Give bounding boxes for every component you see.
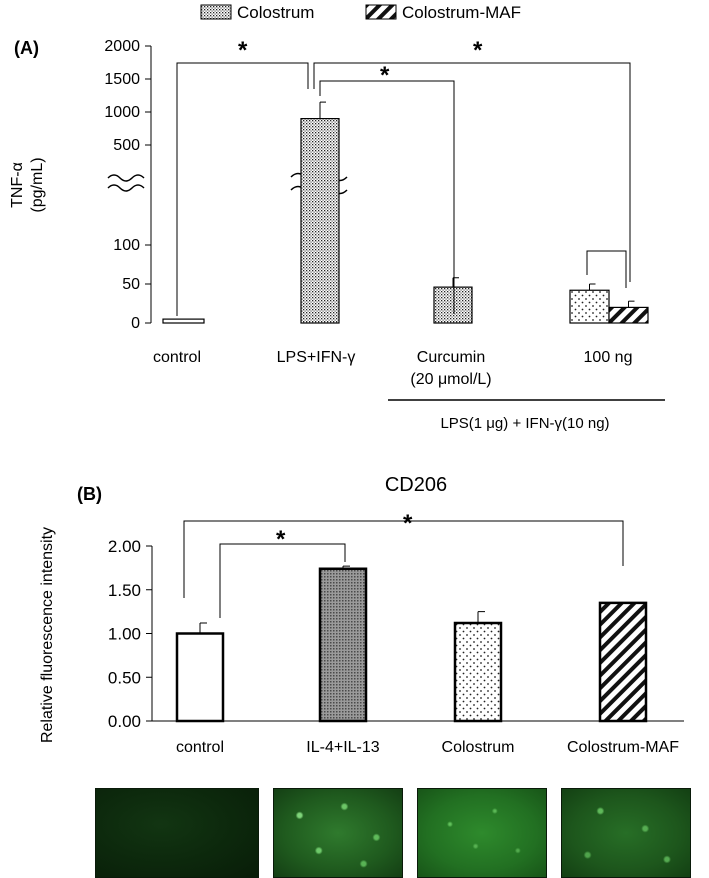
cat-b-label: control	[176, 739, 224, 756]
y-tick-label: 2.00	[108, 537, 141, 556]
sig-star-3: *	[380, 62, 390, 89]
panel-a-categories: control LPS+IFN-γ Curcumin (20 μmol/L) 1…	[153, 349, 665, 432]
sig-star-2: *	[473, 37, 483, 64]
bar-a-lps-ifn-	[300, 117, 340, 324]
bar-b-colostrum-maf	[598, 601, 648, 723]
panel-b-ylabel: Relative fluorescence intensity	[39, 527, 56, 743]
legend-label-colostrum-maf: Colostrum-MAF	[402, 3, 521, 22]
sig-star-b2: *	[276, 526, 286, 553]
panel-a-ylabel-line2: (pg/mL)	[29, 157, 46, 212]
sig-bracket-lps-curcumin	[319, 80, 455, 314]
sig-bracket-control-maf	[183, 520, 624, 598]
y-tick-label: 500	[113, 137, 140, 154]
cat-b-label: IL-4+IL-13	[306, 739, 379, 756]
panel-b-y-ticks: 0.00 0.50 1.00 1.50 2.00	[108, 537, 152, 731]
panel-a-bars	[162, 101, 649, 324]
y-tick-label: 2000	[104, 38, 140, 55]
bar-a-colostrum	[569, 289, 610, 324]
bar-a-curcumin	[433, 286, 473, 324]
panel-a: (A) TNF-α (pg/mL) 050100500100015002000 …	[9, 37, 665, 432]
group-label: LPS(1 μg) + IFN-γ(10 ng)	[440, 415, 609, 432]
legend-swatch-colostrum	[200, 4, 232, 20]
panel-b-bars	[175, 565, 648, 723]
bar-a-control	[162, 318, 205, 324]
legend: Colostrum Colostrum-MAF	[200, 3, 521, 22]
y-tick-label: 50	[122, 276, 140, 293]
cat-b-label: Colostrum-MAF	[567, 739, 679, 756]
bar-a-colostrum-maf	[608, 306, 649, 324]
y-tick-label: 1.00	[108, 625, 141, 644]
legend-swatch-colostrum-maf	[365, 4, 397, 20]
cat-b-label: Colostrum	[442, 739, 515, 756]
micrograph-control	[95, 788, 259, 878]
cat-a-control: control	[153, 349, 201, 366]
sig-star-b1: *	[403, 510, 413, 537]
y-tick-label: 1000	[104, 104, 140, 121]
y-tick-label: 0.00	[108, 712, 141, 731]
sig-bracket-control-il4	[219, 543, 346, 618]
cat-a-lps-ifn: LPS+IFN-γ	[277, 349, 356, 366]
sig-bracket-lps-100ng	[313, 62, 631, 282]
cat-a-100ng: 100 ng	[584, 349, 633, 366]
sig-bracket-colostrum-maf	[586, 250, 627, 288]
panel-b-categories: control IL-4+IL-13 Colostrum Colostrum-MAF	[176, 739, 679, 756]
y-tick-label: 100	[113, 237, 140, 254]
micrograph-il4-il13	[273, 788, 403, 878]
y-tick-label: 0.50	[108, 668, 141, 687]
panel-a-y-ticks: 0 50 100 500 1000 1500 2000	[104, 38, 151, 332]
y-tick-label: 0	[131, 315, 140, 332]
bar-b-control	[175, 632, 225, 723]
micrograph-colostrum	[417, 788, 547, 878]
y-tick-label: 1.50	[108, 581, 141, 600]
sig-bracket-control-lps	[176, 62, 309, 316]
micrograph-colostrum-maf	[561, 788, 691, 878]
cat-a-curcumin-line2: (20 μmol/L)	[410, 371, 491, 388]
panel-b: (B) CD206 Relative fluorescence intensit…	[39, 474, 684, 756]
panel-a-ylabel-line1: TNF-α	[9, 162, 26, 208]
bar-b-il-4-il-13	[318, 567, 368, 723]
panel-b-significance: * *	[183, 510, 624, 618]
sig-star-1: *	[238, 37, 248, 64]
cat-a-curcumin-line1: Curcumin	[417, 349, 485, 366]
panel-a-label: (A)	[14, 38, 39, 58]
y-tick-label: 1500	[104, 71, 140, 88]
panel-b-label: (B)	[77, 484, 102, 504]
bar-b-colostrum	[453, 621, 503, 723]
panel-b-title: CD206	[385, 474, 447, 496]
legend-label-colostrum: Colostrum	[237, 3, 314, 22]
panel-a-significance: * * *	[176, 37, 631, 316]
